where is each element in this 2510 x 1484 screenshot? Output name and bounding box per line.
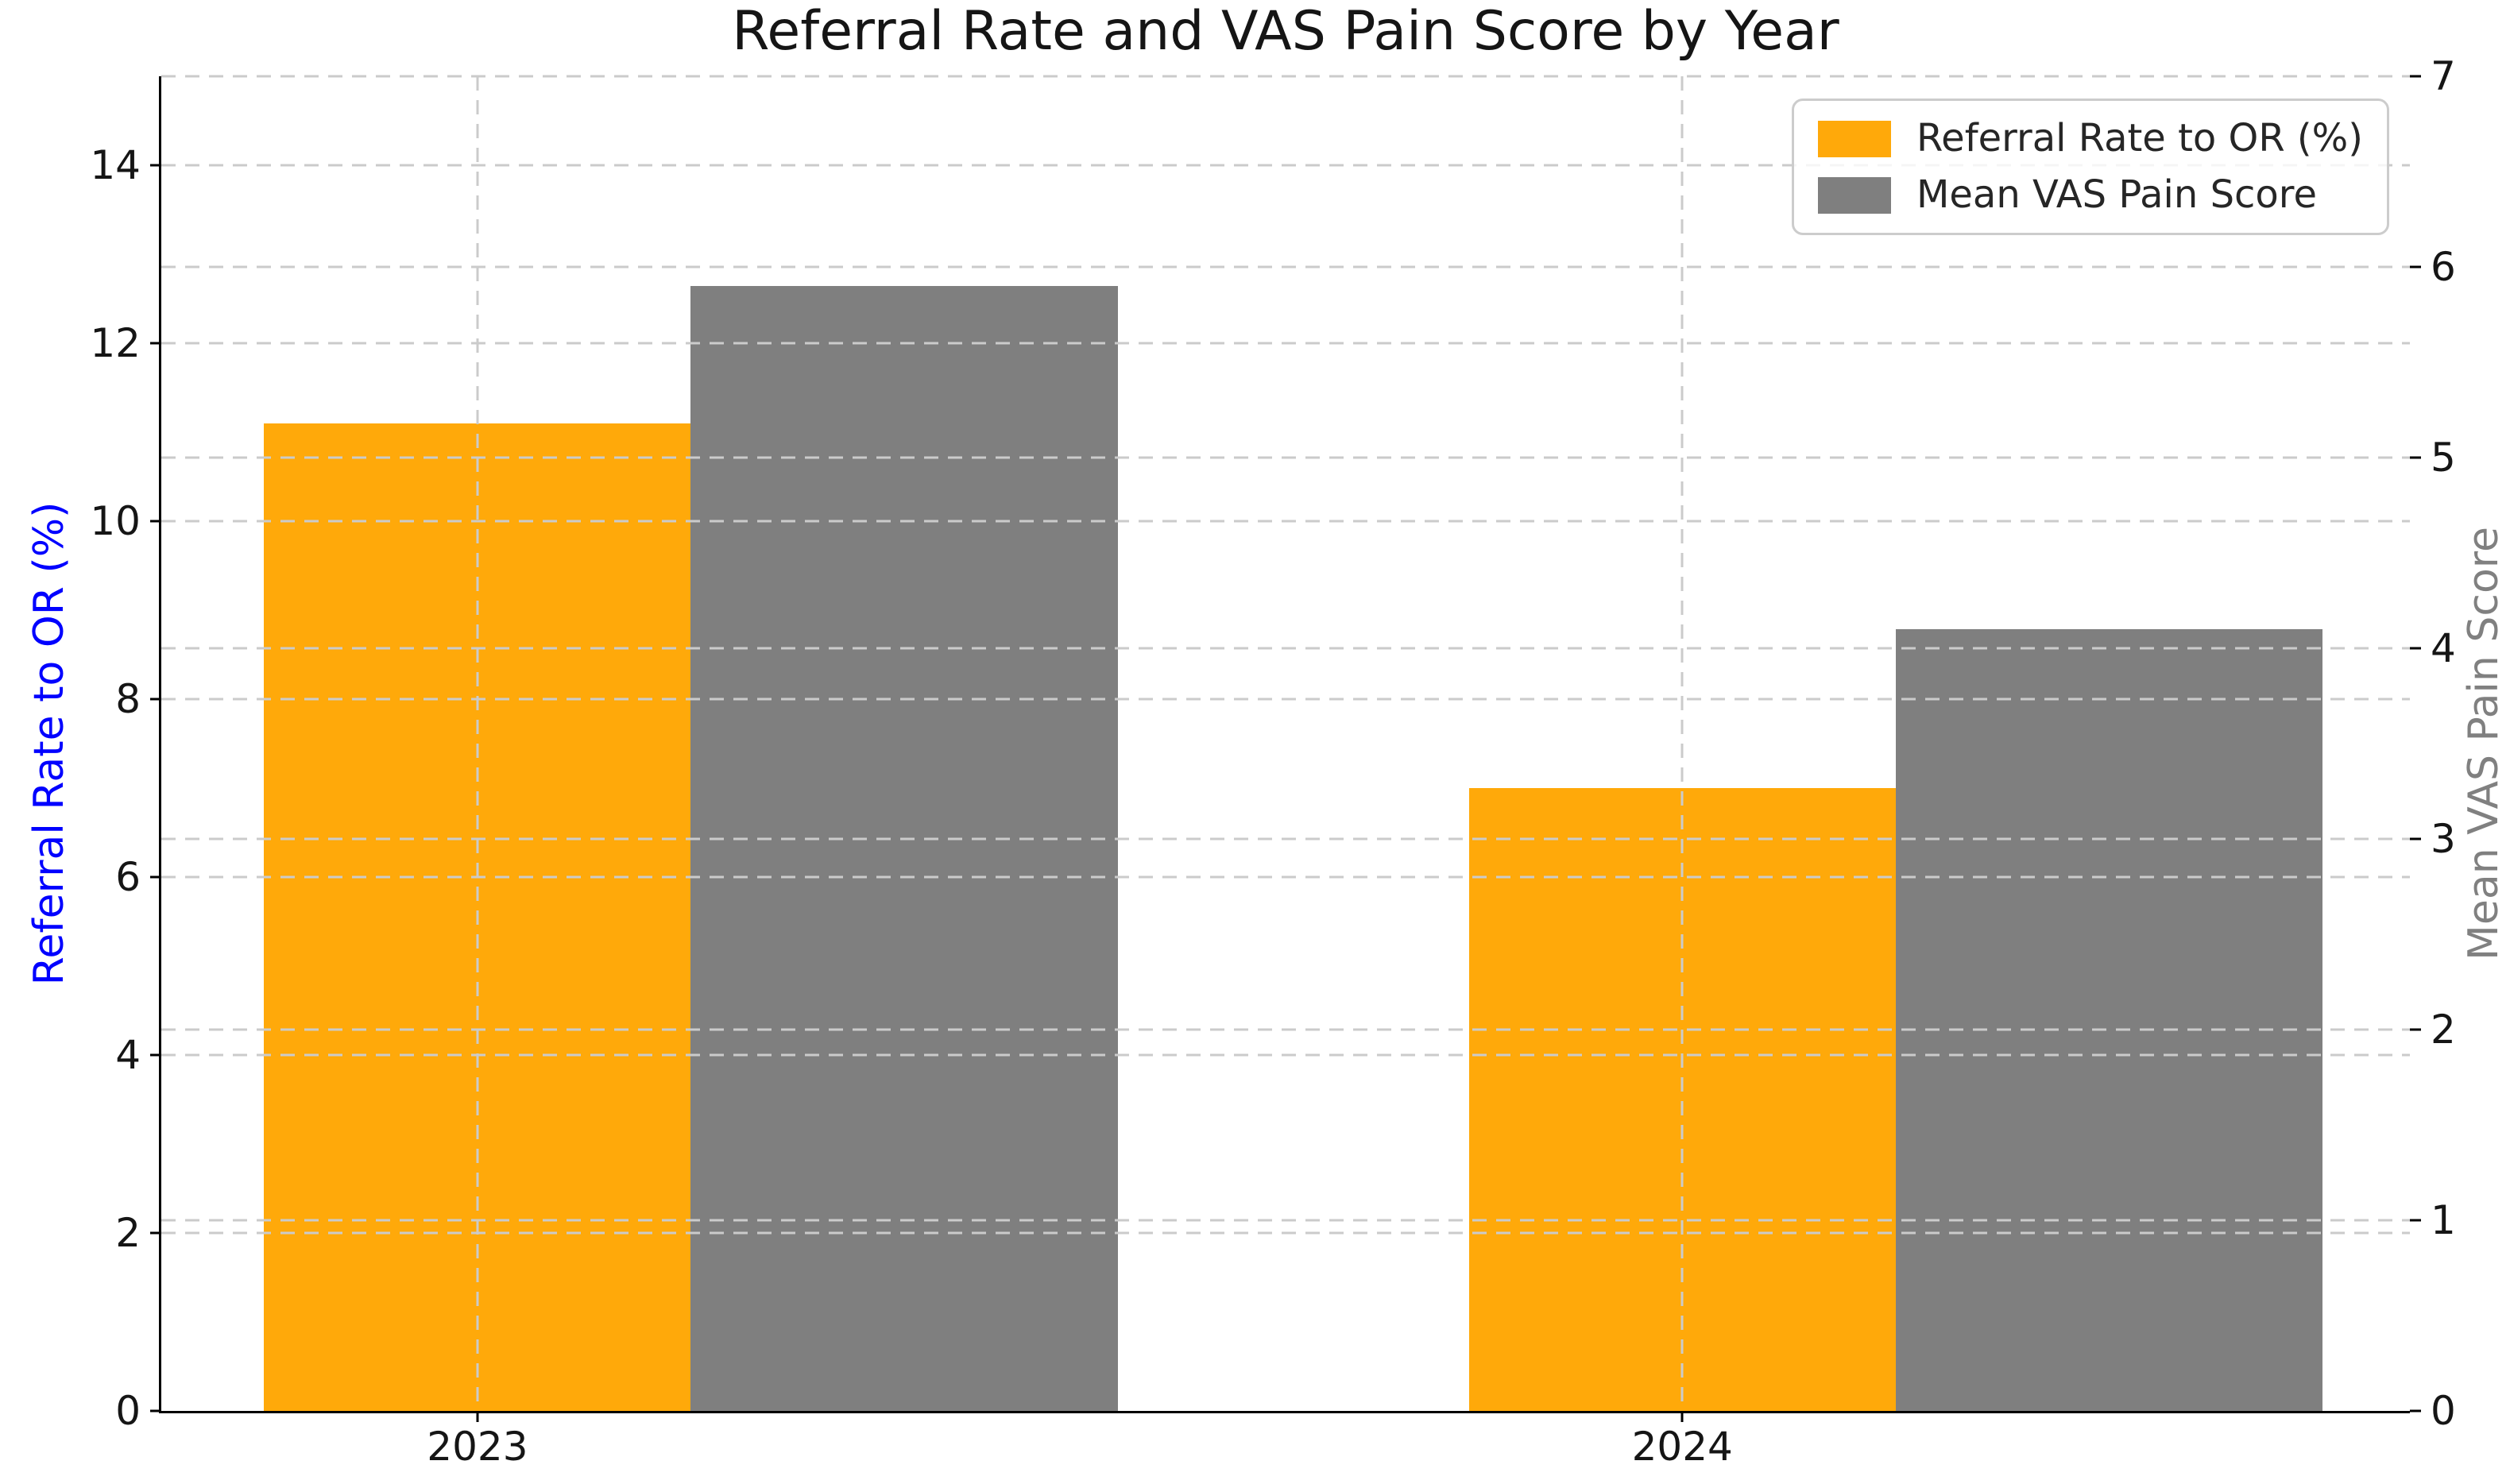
legend-label-referral-rate: Referral Rate to OR (%) <box>1916 116 2363 160</box>
right-axis-tick-label-0: 0 <box>2431 1388 2456 1434</box>
left-axis-tick-label-6: 6 <box>115 854 141 900</box>
left-axis-tick-label-4: 4 <box>115 1032 141 1078</box>
gridline-left-12 <box>161 342 2410 345</box>
left-axis-tick-8 <box>150 698 161 701</box>
right-axis-tick-5 <box>2410 456 2421 459</box>
left-axis-tick-label-2: 2 <box>115 1210 141 1256</box>
right-axis-tick-1 <box>2410 1219 2421 1222</box>
x-axis-tick-label-2023: 2023 <box>427 1424 528 1470</box>
left-axis-tick-10 <box>150 520 161 523</box>
legend: Referral Rate to OR (%) Mean VAS Pain Sc… <box>1791 99 2389 236</box>
x-axis-tick-label-2024: 2024 <box>1631 1424 1733 1470</box>
right-axis-tick-0 <box>2410 1409 2421 1413</box>
right-axis-tick-4 <box>2410 647 2421 650</box>
left-axis-tick-6 <box>150 875 161 879</box>
left-axis-label: Referral Rate to OR (%) <box>25 501 73 986</box>
right-axis-tick-label-5: 5 <box>2431 435 2456 481</box>
plot-area: Referral Rate to OR (%) Mean VAS Pain Sc… <box>90 56 2455 1467</box>
right-axis-label: Mean VAS Pain Score <box>2460 526 2508 961</box>
bar-vas-score-2023 <box>690 286 1118 1411</box>
left-axis-tick-2 <box>150 1231 161 1235</box>
left-axis-tick-0 <box>150 1409 161 1413</box>
left-axis-tick-label-0: 0 <box>115 1388 141 1434</box>
x-axis-tick-2023 <box>476 1411 479 1422</box>
left-axis-tick-label-8: 8 <box>115 676 141 722</box>
gridline-right-6 <box>161 265 2410 269</box>
left-axis-tick-label-14: 14 <box>90 142 141 188</box>
right-axis-tick-7 <box>2410 75 2421 78</box>
right-axis-tick-label-2: 2 <box>2431 1007 2456 1053</box>
right-axis-tick-label-3: 3 <box>2431 816 2456 862</box>
right-axis-tick-2 <box>2410 1028 2421 1031</box>
legend-swatch-referral-rate <box>1817 120 1891 157</box>
right-axis-tick-label-4: 4 <box>2431 625 2456 671</box>
left-axis-tick-label-10: 10 <box>90 498 141 545</box>
right-axis-tick-3 <box>2410 837 2421 841</box>
left-axis-tick-label-12: 12 <box>90 320 141 366</box>
legend-swatch-vas-score <box>1817 176 1891 214</box>
right-axis-tick-label-6: 6 <box>2431 244 2456 290</box>
right-axis-tick-6 <box>2410 265 2421 269</box>
left-axis-tick-14 <box>150 164 161 167</box>
bar-referral-rate-2024 <box>1468 788 1896 1411</box>
left-axis-tick-4 <box>150 1053 161 1057</box>
x-axis-tick-2024 <box>1680 1411 1684 1422</box>
left-axis-tick-12 <box>150 342 161 345</box>
legend-item-vas-score: Mean VAS Pain Score <box>1817 172 2363 218</box>
legend-label-vas-score: Mean VAS Pain Score <box>1916 172 2318 218</box>
bar-vas-score-2024 <box>1895 629 2322 1411</box>
bar-referral-rate-2023 <box>264 423 691 1411</box>
legend-item-referral-rate: Referral Rate to OR (%) <box>1817 116 2363 160</box>
gridline-right-7 <box>161 75 2410 78</box>
right-axis-tick-label-7: 7 <box>2431 53 2456 99</box>
right-axis-tick-label-1: 1 <box>2431 1197 2456 1243</box>
chart-title: Referral Rate and VAS Pain Score by Year <box>732 0 1839 63</box>
